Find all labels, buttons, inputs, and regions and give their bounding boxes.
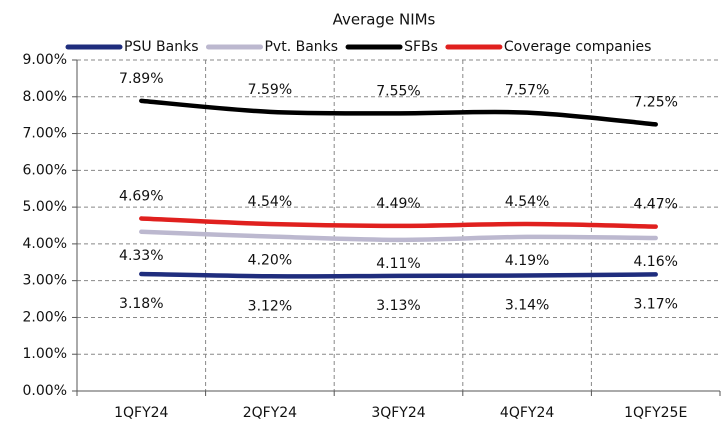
data-label: 7.57%	[505, 83, 549, 99]
data-label: 4.33%	[119, 248, 163, 264]
x-tick-label: 1QFY25E	[624, 405, 687, 421]
line-series	[139, 98, 658, 127]
y-tick-label: 7.00%	[23, 126, 67, 142]
data-label: 7.89%	[119, 71, 163, 87]
line-series	[139, 216, 658, 229]
x-tick-label: 3QFY24	[371, 405, 425, 421]
y-tick-label: 2.00%	[23, 309, 67, 325]
x-tick-label: 2QFY24	[243, 405, 297, 421]
data-label: 4.19%	[505, 253, 549, 269]
line-series	[139, 271, 658, 279]
data-label: 4.49%	[376, 196, 420, 212]
y-tick-label: 8.00%	[23, 89, 67, 105]
data-label: 3.14%	[505, 298, 549, 314]
y-tick-label: 3.00%	[23, 273, 67, 289]
x-tick-label: 4QFY24	[500, 405, 554, 421]
y-tick-label: 6.00%	[23, 162, 67, 178]
data-label: 4.11%	[376, 256, 420, 272]
y-tick-label: 5.00%	[23, 199, 67, 215]
data-label: 4.20%	[248, 253, 292, 269]
y-tick-label: 0.00%	[23, 383, 67, 399]
y-tick-label: 1.00%	[23, 346, 67, 362]
data-label: 4.54%	[505, 194, 549, 210]
legend-label: Coverage companies	[504, 39, 652, 55]
data-label: 7.59%	[248, 82, 292, 98]
data-label: 4.16%	[633, 254, 677, 270]
line-series	[139, 229, 658, 243]
x-tick-label: 1QFY24	[114, 405, 168, 421]
data-label: 7.55%	[376, 83, 420, 99]
data-label: 3.17%	[633, 296, 677, 312]
data-label: 7.25%	[633, 94, 677, 110]
legend-label: PSU Banks	[124, 39, 198, 55]
y-tick-label: 9.00%	[23, 52, 67, 68]
chart-title: Average NIMs	[333, 11, 436, 29]
y-tick-label: 4.00%	[23, 236, 67, 252]
data-label: 4.47%	[633, 197, 677, 213]
legend-label: Pvt. Banks	[264, 39, 338, 55]
data-label: 4.54%	[248, 194, 292, 210]
data-label: 3.18%	[119, 296, 163, 312]
data-label: 3.13%	[376, 298, 420, 314]
data-label: 3.12%	[248, 298, 292, 314]
legend-label: SFBs	[404, 39, 438, 55]
data-label: 4.69%	[119, 189, 163, 205]
